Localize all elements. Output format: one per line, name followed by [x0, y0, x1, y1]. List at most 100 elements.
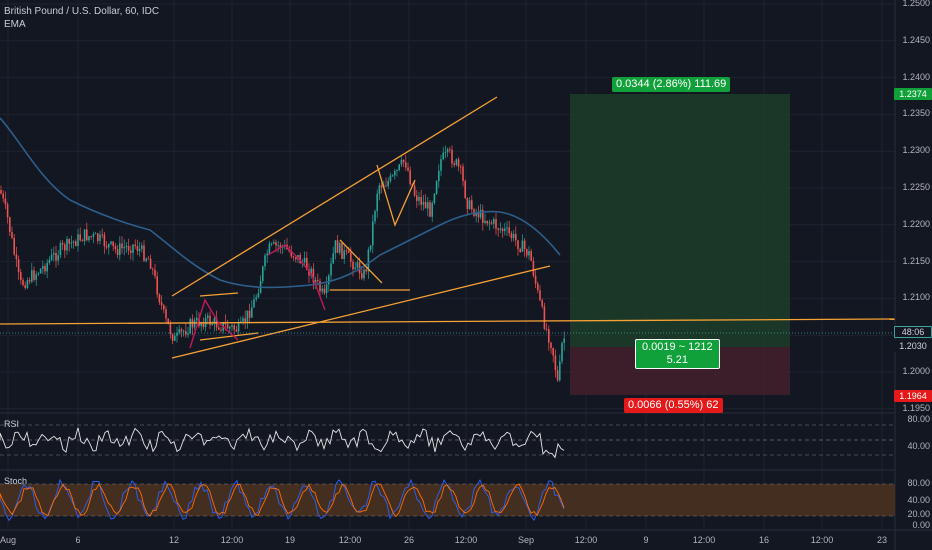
price-axis-tick: 1.2300 [902, 145, 930, 156]
drawings[interactable] [0, 96, 896, 359]
time-axis-tick: 12:00 [692, 535, 716, 545]
candle-body [255, 297, 257, 300]
ema-legend[interactable]: EMA [4, 19, 26, 30]
profit-zone[interactable] [570, 94, 790, 347]
time-axis-tick: Sep [517, 535, 535, 545]
risk-label[interactable]: 0.0066 (0.55%) 62 [624, 398, 723, 413]
candle-body [508, 227, 510, 234]
candle-body [237, 322, 240, 332]
lower-channel-line[interactable] [171, 265, 551, 359]
candle-body [218, 327, 220, 330]
candle-body [501, 228, 504, 231]
candle-body [482, 209, 484, 223]
flag-line-top[interactable] [199, 292, 239, 297]
candle-body [92, 234, 95, 237]
rsi-pane-label[interactable]: RSI [4, 419, 20, 429]
price-axis-tick: 1.2150 [902, 255, 930, 266]
candle-body [0, 190, 2, 194]
candle-body [209, 315, 211, 326]
candle-body [26, 280, 29, 288]
candle-body [160, 302, 163, 306]
price-axis-tick: 1.1950 [902, 402, 930, 413]
candle-body [103, 234, 106, 247]
candle-body [156, 276, 158, 295]
candle-body [446, 149, 449, 153]
candle-body [112, 241, 114, 247]
candle-body [53, 252, 55, 255]
candle-body [20, 272, 22, 281]
rsi-line [0, 427, 565, 459]
candle-body [68, 238, 70, 244]
position-center-line2: 5.21 [666, 354, 689, 366]
candle-body [543, 306, 546, 329]
candle-body [266, 253, 268, 256]
candle-body [534, 275, 537, 284]
candle-body [33, 270, 35, 280]
candle-body [339, 243, 341, 253]
candle-body [211, 323, 213, 326]
horizontal-support-line[interactable] [0, 318, 896, 325]
candle-body [363, 269, 365, 279]
candle-body [145, 258, 147, 261]
candle-body [537, 283, 539, 291]
candle-body [499, 228, 502, 230]
candle-body [464, 181, 466, 198]
candle-body [347, 251, 350, 253]
candle-body [490, 222, 493, 224]
candle-body [189, 319, 191, 334]
candle-body [416, 195, 418, 201]
stoch-k-line [0, 478, 565, 522]
time-axis-tick: 12 [168, 535, 180, 545]
pattern-drawing[interactable] [189, 244, 326, 349]
candle-body [226, 324, 229, 329]
candle-body [438, 170, 440, 182]
candle-body [352, 261, 354, 270]
candle-body [57, 255, 59, 261]
candle-body [462, 166, 464, 182]
ema-line [0, 117, 561, 289]
wave-line[interactable] [376, 164, 416, 227]
candle-body [136, 245, 139, 251]
candle-body [4, 198, 7, 205]
candle-body [325, 284, 328, 294]
price-axis-tick: 1.2450 [902, 34, 930, 45]
candle-body [165, 309, 167, 319]
candle-body [523, 240, 526, 250]
upper-channel-line[interactable] [171, 96, 498, 297]
candle-body [176, 332, 178, 336]
candle-body [356, 262, 359, 268]
candle-body [81, 240, 84, 242]
candle-body [94, 233, 97, 235]
candle-body [182, 331, 185, 333]
candle-body [442, 152, 444, 160]
candle-body [246, 310, 249, 322]
profit-label[interactable]: 0.0344 (2.86%) 111.69 [612, 77, 731, 92]
current-price-tag: 1.2030 [894, 340, 932, 352]
candle-body [422, 201, 425, 205]
candle-body [233, 325, 235, 330]
position-center-label[interactable]: 0.0019 ~ 1212 5.21 [635, 339, 720, 369]
candle-body [407, 167, 409, 171]
candle-body [479, 209, 482, 218]
candle-body [123, 247, 125, 249]
candle-body [213, 318, 216, 324]
candle-body [444, 152, 447, 153]
time-axis-tick: 9 [643, 535, 649, 545]
position-center-line1: 0.0019 ~ 1212 [642, 341, 713, 353]
candle-body [35, 274, 37, 280]
rsi-axis-tick: 80.00 [907, 414, 930, 424]
candle-body [319, 280, 321, 292]
candle-body [420, 196, 422, 205]
candle-body [308, 269, 310, 276]
candle-body [187, 333, 189, 335]
candle-body [13, 237, 15, 255]
candle-body [367, 249, 370, 272]
candle-body [257, 293, 260, 298]
candle-body [471, 200, 473, 210]
candle-body [242, 318, 244, 322]
stoch-pane-label[interactable]: Stoch [4, 476, 28, 486]
candle-body [116, 249, 119, 256]
flag-line-bottom[interactable] [199, 332, 259, 341]
triangle-line-1[interactable] [339, 239, 383, 284]
